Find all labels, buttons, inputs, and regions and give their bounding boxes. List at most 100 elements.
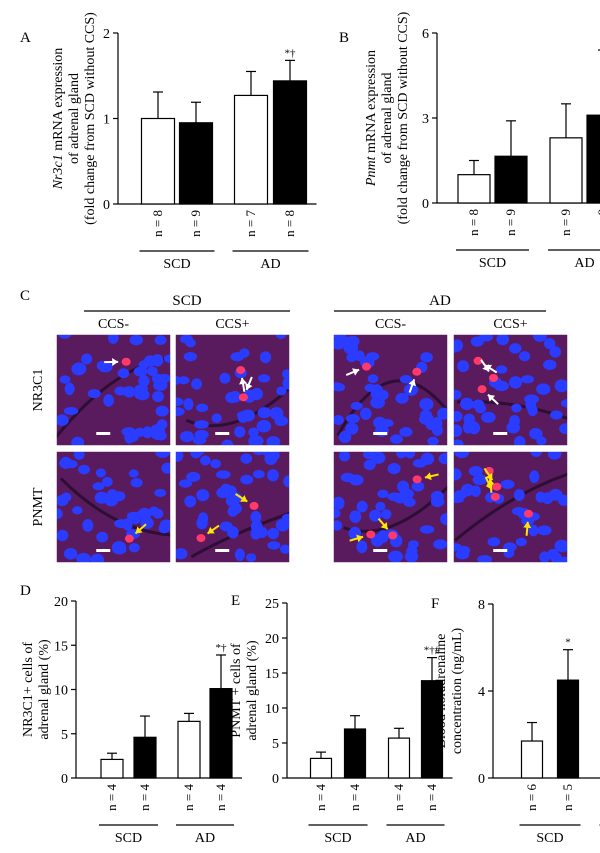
y-tick-label: 0: [422, 197, 429, 212]
category-label: n = 4: [424, 784, 439, 811]
nucleus: [333, 415, 344, 426]
nucleus: [269, 406, 284, 420]
nucleus: [281, 369, 290, 379]
bar: [387, 737, 411, 779]
nucleus: [219, 521, 233, 532]
tissue-background: [175, 334, 290, 446]
nucleus: [404, 451, 416, 459]
category-label: n = 4: [391, 784, 406, 811]
nucleus: [183, 398, 194, 411]
positive-cell: [523, 509, 533, 518]
micrograph-image: [174, 333, 291, 447]
nucleus: [155, 405, 169, 417]
nucleus: [333, 339, 345, 350]
nucleus: [345, 422, 359, 435]
nucleus: [541, 492, 554, 505]
nucleus: [64, 382, 75, 396]
nucleus: [221, 439, 234, 446]
nucleus: [453, 424, 463, 438]
nucleus: [509, 343, 522, 354]
nucleus: [468, 465, 483, 477]
y-tick-label: 2: [103, 27, 110, 42]
nucleus: [81, 353, 93, 365]
nucleus: [470, 485, 481, 498]
nucleus: [155, 451, 171, 458]
bar: [233, 94, 269, 205]
significance-mark: *: [565, 637, 571, 649]
category-label: n = 4: [313, 784, 328, 811]
nucleus: [56, 529, 69, 542]
nucleus: [388, 550, 403, 563]
arrow-head-icon: [523, 521, 532, 529]
nucleus: [245, 553, 257, 562]
row-label: NR3C1: [31, 369, 46, 412]
y-axis-label: Blood noradrenaline: [434, 634, 449, 749]
nucleus: [406, 545, 418, 558]
nucleus: [250, 510, 262, 524]
nucleus: [367, 374, 379, 383]
nucleus: [346, 352, 357, 363]
nucleus: [101, 476, 113, 487]
nucleus: [536, 525, 552, 536]
column-label: CCS-: [98, 317, 129, 332]
y-axis-label-part: mRNA expression: [364, 50, 379, 157]
category-label: n = 7: [243, 210, 258, 237]
image-border: [174, 333, 291, 447]
y-axis-label: NR3C1+ cells of: [21, 642, 36, 737]
significance-mark: *†#: [424, 645, 441, 657]
nucleus: [219, 372, 231, 384]
nucleus: [437, 407, 448, 420]
nucleus: [420, 452, 435, 465]
nucleus: [356, 500, 368, 513]
nucleus: [95, 468, 106, 478]
nucleus: [470, 336, 484, 347]
nucleus: [117, 368, 130, 379]
nucleus: [134, 427, 146, 438]
column-label: CCS-: [375, 317, 406, 332]
bar: [178, 122, 214, 205]
nucleus: [539, 551, 550, 563]
nucleus: [518, 351, 531, 362]
nucleus: [200, 455, 211, 466]
nucleus: [462, 420, 473, 434]
nucleus: [130, 477, 143, 488]
nucleus: [121, 427, 137, 437]
nucleus: [515, 537, 527, 547]
nucleus: [87, 388, 101, 399]
nucleus: [190, 451, 202, 459]
y-axis-label-part: PNMT + cells of: [229, 643, 244, 738]
nucleus: [175, 451, 184, 463]
nucleus: [128, 469, 139, 478]
nucleus: [513, 435, 526, 446]
image-border: [452, 333, 569, 447]
panel-label: B: [339, 30, 349, 46]
group-label: AD: [260, 257, 280, 272]
nucleus: [250, 435, 264, 446]
column-label: CCS+: [215, 317, 249, 332]
group-label: SCD: [163, 257, 190, 272]
nucleus: [543, 337, 556, 350]
nucleus: [183, 352, 198, 362]
positive-cell: [362, 362, 372, 371]
panel-labels: A B D E F C: [20, 30, 439, 612]
y-axis-label-part: of adrenal gland: [380, 73, 395, 164]
chart-f: 0 4 8 Blood noradrenaline concentration (ng/…: [434, 598, 600, 846]
image-border: [332, 450, 449, 564]
nucleus: [96, 360, 109, 371]
positive-cell: [477, 385, 487, 394]
nucleus: [133, 366, 148, 377]
nucleus: [282, 376, 290, 390]
positive-cell: [490, 492, 500, 501]
nucleus: [196, 516, 208, 530]
scale-bar: [493, 549, 508, 552]
positive-cell: [236, 366, 246, 375]
y-axis-label-part: NR3C1+ cells of: [21, 642, 36, 737]
nucleus: [487, 537, 501, 547]
nucleus: [90, 553, 105, 563]
y-axis-label-part: adrenal gland (%): [37, 639, 52, 740]
image-border: [55, 333, 172, 447]
category-label: n = 4: [137, 784, 152, 811]
nucleus: [73, 451, 85, 460]
y-tick-label: 5: [272, 737, 279, 752]
nucleus: [559, 423, 568, 435]
